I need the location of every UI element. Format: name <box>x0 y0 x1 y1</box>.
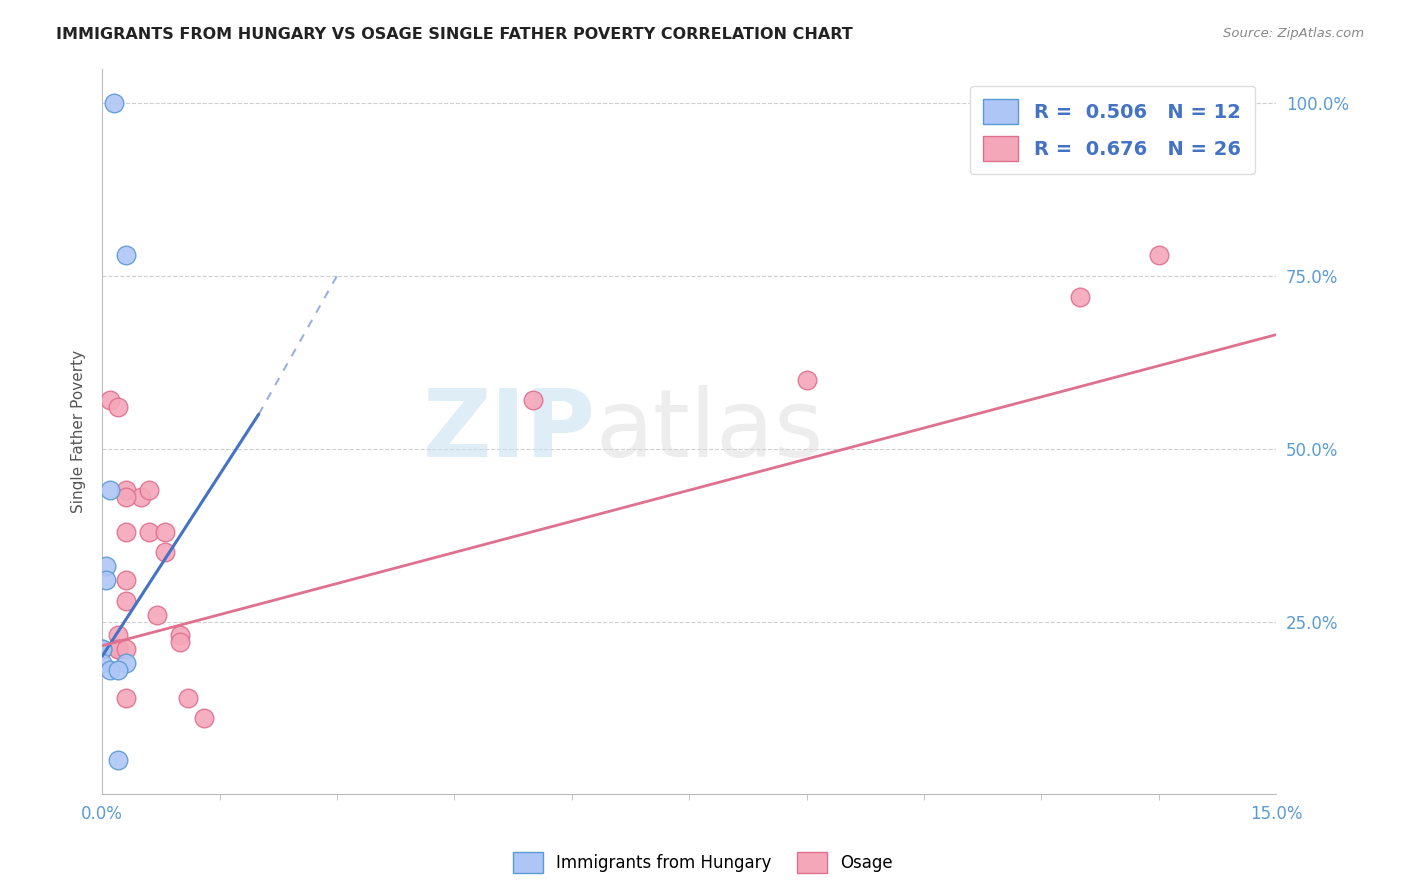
Point <box>107 642 129 657</box>
Point <box>114 656 136 670</box>
Point <box>114 490 136 504</box>
Text: Source: ZipAtlas.com: Source: ZipAtlas.com <box>1223 27 1364 40</box>
Point <box>138 524 160 539</box>
Point <box>107 628 129 642</box>
Point <box>114 642 136 657</box>
Point <box>138 483 160 498</box>
Point <box>1069 290 1091 304</box>
Point <box>114 690 136 705</box>
Point <box>98 483 121 498</box>
Point <box>522 393 544 408</box>
Point <box>114 248 136 262</box>
Point <box>107 642 129 657</box>
Point <box>177 690 200 705</box>
Text: atlas: atlas <box>595 385 824 477</box>
Point <box>107 753 129 767</box>
Point <box>91 656 114 670</box>
Y-axis label: Single Father Poverty: Single Father Poverty <box>72 350 86 513</box>
Text: ZIP: ZIP <box>422 385 595 477</box>
Point <box>114 594 136 608</box>
Point <box>131 490 153 504</box>
Point <box>153 524 176 539</box>
Point <box>91 642 114 657</box>
Point <box>91 642 114 657</box>
Point <box>98 393 121 408</box>
Point <box>94 573 117 587</box>
Point <box>169 635 191 649</box>
Point <box>169 628 191 642</box>
Point <box>114 573 136 587</box>
Point <box>94 559 117 574</box>
Point <box>107 401 129 415</box>
Point <box>193 711 215 725</box>
Legend: R =  0.506   N = 12, R =  0.676   N = 26: R = 0.506 N = 12, R = 0.676 N = 26 <box>970 86 1254 174</box>
Text: IMMIGRANTS FROM HUNGARY VS OSAGE SINGLE FATHER POVERTY CORRELATION CHART: IMMIGRANTS FROM HUNGARY VS OSAGE SINGLE … <box>56 27 853 42</box>
Point <box>98 663 121 677</box>
Point <box>103 96 125 111</box>
Point <box>114 483 136 498</box>
Point <box>796 373 818 387</box>
Point <box>107 663 129 677</box>
Point <box>146 607 169 622</box>
Point <box>1147 248 1170 262</box>
Legend: Immigrants from Hungary, Osage: Immigrants from Hungary, Osage <box>506 846 900 880</box>
Point <box>114 524 136 539</box>
Point <box>153 545 176 559</box>
